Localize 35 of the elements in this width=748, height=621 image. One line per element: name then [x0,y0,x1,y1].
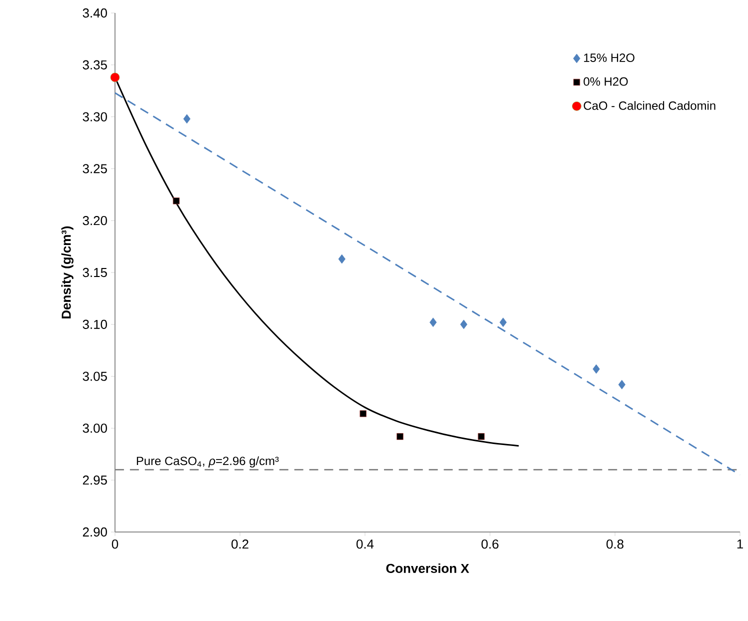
point [110,72,120,82]
x-tick-label: 0.8 [606,540,624,549]
point [183,114,190,124]
x-tick-label: 0.2 [232,540,248,549]
x-tick-label: 0.4 [356,540,374,549]
legend-label: 0% H2O [584,77,628,86]
legend-label: 15% H2O [584,54,634,62]
y-tick-label: 3.20 [82,216,107,226]
y-tick-label: 3.25 [82,164,107,174]
y-tick-label: 3.30 [82,112,107,122]
y-tick-label: 3.40 [82,8,107,18]
point [460,320,468,330]
x-tick-label: 0 [112,540,118,549]
x-tick-label: 1 [737,540,743,548]
point [592,364,600,374]
x-tick-label: 0.6 [482,540,498,549]
y-tick-label: 3.00 [82,424,107,433]
y-tick-label: 3.35 [82,60,107,70]
legend-label: CaO - Calcined Cadomin [584,101,716,110]
point [172,197,180,204]
point [500,318,507,328]
y-tick-label: 3.15 [82,268,107,278]
point [360,410,367,418]
point [618,380,626,390]
y-tick-label: 2.90 [82,527,107,537]
point [430,318,437,328]
x-axis-title: Conversion X [386,563,470,573]
y-axis-title: Density (g/cm³) [61,226,74,318]
y-tick-label: 2.95 [82,476,107,485]
point [396,433,404,440]
point [338,254,346,264]
y-tick-label: 3.10 [82,320,107,329]
y-tick-label: 3.05 [82,372,107,381]
ref-line-label: Pure CaSO$_{4}$, ρ=2.96 g/cm³ [136,456,279,468]
point [478,433,485,440]
